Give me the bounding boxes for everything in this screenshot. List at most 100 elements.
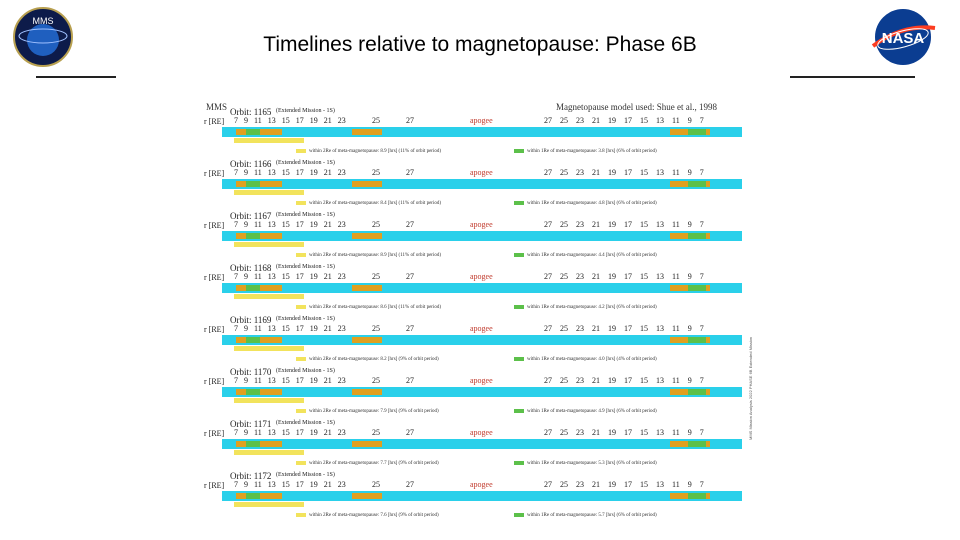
tick-labels-outbound: 27 25 23 21 19 17 15 13 11 9 7 bbox=[544, 480, 704, 489]
orbit-timeline-bar bbox=[222, 439, 742, 449]
orbit-block: Orbit: 1166 (Extended Mission - 1S) r [RE]… bbox=[176, 159, 752, 211]
re-axis-label: r [RE] bbox=[204, 377, 225, 386]
orbit-title: Orbit: 1165 bbox=[230, 107, 272, 117]
orbit-title: Orbit: 1166 bbox=[230, 159, 272, 169]
apogee-label: apogee bbox=[470, 220, 493, 229]
orbit-block: Orbit: 1167 (Extended Mission - 1S) r [RE]… bbox=[176, 211, 752, 263]
legend-swatch-yellow bbox=[296, 461, 306, 465]
re-axis-label: r [RE] bbox=[204, 273, 225, 282]
header-rule-right bbox=[790, 76, 915, 78]
orbit-mission: (Extended Mission - 1S) bbox=[276, 212, 335, 218]
mms-logo-text: MMS bbox=[33, 16, 54, 26]
inbound-legend-text: within 2Re of meta-magnetopause: 7.9 [hr… bbox=[309, 409, 439, 415]
mode-indicator bbox=[234, 294, 304, 299]
inbound-legend-text: within 2Re of meta-magnetopause: 7.7 [hr… bbox=[309, 461, 439, 467]
legend-swatch-green bbox=[514, 201, 524, 205]
re-axis-label: r [RE] bbox=[204, 325, 225, 334]
mode-indicator bbox=[234, 242, 304, 247]
apogee-label: apogee bbox=[470, 480, 493, 489]
orbit-timeline-bar bbox=[222, 127, 742, 137]
legend-swatch-green bbox=[514, 409, 524, 413]
inbound-legend-text: within 2Re of meta-magnetopause: 7.6 [hr… bbox=[309, 513, 439, 519]
outbound-legend: within 1Re of meta-magnetopause: 3.8 [hr… bbox=[514, 149, 657, 154]
outbound-legend: within 1Re of meta-magnetopause: 5.3 [hr… bbox=[514, 461, 657, 466]
near-magnetopause-segment bbox=[688, 389, 706, 395]
magnetopause-window-segment bbox=[352, 389, 382, 395]
orbit-mission: (Extended Mission - 1S) bbox=[276, 472, 335, 478]
tick-labels-inbound: 7 9 11 13 15 17 19 21 23 bbox=[234, 480, 346, 489]
near-magnetopause-segment bbox=[246, 389, 260, 395]
orbit-timeline-bar bbox=[222, 283, 742, 293]
orbit-title: Orbit: 1169 bbox=[230, 315, 272, 325]
apogee-label: apogee bbox=[470, 428, 493, 437]
orbit-block: Orbit: 1172 (Extended Mission - 1S) r [RE]… bbox=[176, 471, 752, 523]
nasa-logo-text: NASA bbox=[882, 30, 925, 47]
outbound-legend-text: within 1Re of meta-magnetopause: 5.3 [hr… bbox=[527, 461, 657, 467]
nasa-logo: NASA bbox=[865, 6, 941, 68]
outbound-legend-text: within 1Re of meta-magnetopause: 3.8 [hr… bbox=[527, 149, 657, 155]
tick-labels-outbound: 27 25 23 21 19 17 15 13 11 9 7 bbox=[544, 272, 704, 281]
tick-labels-mid: 25 27 bbox=[372, 116, 414, 125]
tick-labels-outbound: 27 25 23 21 19 17 15 13 11 9 7 bbox=[544, 220, 704, 229]
near-magnetopause-segment bbox=[246, 129, 260, 135]
tick-labels-outbound: 27 25 23 21 19 17 15 13 11 9 7 bbox=[544, 168, 704, 177]
inbound-legend-text: within 2Re of meta-magnetopause: 8.9 [hr… bbox=[309, 149, 442, 155]
mode-indicator bbox=[234, 502, 304, 507]
tick-labels-mid: 25 27 bbox=[372, 324, 414, 333]
inbound-legend: within 2Re of meta-magnetopause: 8.4 [hr… bbox=[296, 201, 441, 206]
legend-swatch-yellow bbox=[296, 149, 306, 153]
tick-labels-inbound: 7 9 11 13 15 17 19 21 23 bbox=[234, 272, 346, 281]
legend-swatch-yellow bbox=[296, 357, 306, 361]
legend-swatch-green bbox=[514, 149, 524, 153]
orbit-block: Orbit: 1165 (Extended Mission - 1S) r [RE]… bbox=[176, 107, 752, 159]
inbound-legend: within 2Re of meta-magnetopause: 8.2 [hr… bbox=[296, 357, 439, 362]
outbound-legend-text: within 1Re of meta-magnetopause: 4.4 [hr… bbox=[527, 253, 657, 259]
near-magnetopause-segment bbox=[246, 441, 260, 447]
orbit-mission: (Extended Mission - 1S) bbox=[276, 108, 335, 114]
magnetopause-window-segment bbox=[352, 493, 382, 499]
tick-labels-outbound: 27 25 23 21 19 17 15 13 11 9 7 bbox=[544, 324, 704, 333]
near-magnetopause-segment bbox=[688, 233, 706, 239]
orbit-mission: (Extended Mission - 1S) bbox=[276, 264, 335, 270]
timeline-figure: MMS Magnetopause model used: Shue et al.… bbox=[176, 100, 752, 518]
legend-swatch-yellow bbox=[296, 513, 306, 517]
outbound-legend: within 1Re of meta-magnetopause: 4.9 [hr… bbox=[514, 409, 657, 414]
near-magnetopause-segment bbox=[688, 493, 706, 499]
near-magnetopause-segment bbox=[246, 233, 260, 239]
inbound-legend-text: within 2Re of meta-magnetopause: 8.4 [hr… bbox=[309, 201, 442, 207]
tick-labels-inbound: 7 9 11 13 15 17 19 21 23 bbox=[234, 324, 346, 333]
outbound-legend: within 1Re of meta-magnetopause: 4.0 [hr… bbox=[514, 357, 657, 362]
orbit-block: Orbit: 1171 (Extended Mission - 1S) r [RE]… bbox=[176, 419, 752, 471]
near-magnetopause-segment bbox=[688, 285, 706, 291]
orbit-timeline-bar bbox=[222, 179, 742, 189]
apogee-label: apogee bbox=[470, 116, 493, 125]
outbound-legend: within 1Re of meta-magnetopause: 4.4 [hr… bbox=[514, 253, 657, 258]
re-axis-label: r [RE] bbox=[204, 429, 225, 438]
legend-swatch-green bbox=[514, 253, 524, 257]
magnetopause-window-segment bbox=[352, 441, 382, 447]
tick-labels-inbound: 7 9 11 13 15 17 19 21 23 bbox=[234, 428, 346, 437]
apogee-label: apogee bbox=[470, 324, 493, 333]
tick-labels-inbound: 7 9 11 13 15 17 19 21 23 bbox=[234, 220, 346, 229]
outbound-legend: within 1Re of meta-magnetopause: 5.7 [hr… bbox=[514, 513, 657, 518]
tick-labels-mid: 25 27 bbox=[372, 428, 414, 437]
inbound-legend-text: within 2Re of meta-magnetopause: 8.9 [hr… bbox=[309, 253, 442, 259]
orbit-mission: (Extended Mission - 1S) bbox=[276, 316, 335, 322]
near-magnetopause-segment bbox=[688, 337, 706, 343]
mode-indicator bbox=[234, 190, 304, 195]
magnetopause-window-segment bbox=[352, 129, 382, 135]
tick-labels-mid: 25 27 bbox=[372, 168, 414, 177]
re-axis-label: r [RE] bbox=[204, 481, 225, 490]
outbound-legend: within 1Re of meta-magnetopause: 4.8 [hr… bbox=[514, 201, 657, 206]
apogee-label: apogee bbox=[470, 272, 493, 281]
near-magnetopause-segment bbox=[688, 129, 706, 135]
inbound-legend-text: within 2Re of meta-magnetopause: 8.2 [hr… bbox=[309, 357, 439, 363]
tick-labels-mid: 25 27 bbox=[372, 220, 414, 229]
inbound-legend: within 2Re of meta-magnetopause: 7.7 [hr… bbox=[296, 461, 439, 466]
orbit-mission: (Extended Mission - 1S) bbox=[276, 420, 335, 426]
slide-title: Timelines relative to magnetopause: Phas… bbox=[263, 33, 697, 56]
magnetopause-window-segment bbox=[352, 285, 382, 291]
tick-labels-inbound: 7 9 11 13 15 17 19 21 23 bbox=[234, 376, 346, 385]
near-magnetopause-segment bbox=[688, 441, 706, 447]
near-magnetopause-segment bbox=[246, 337, 260, 343]
